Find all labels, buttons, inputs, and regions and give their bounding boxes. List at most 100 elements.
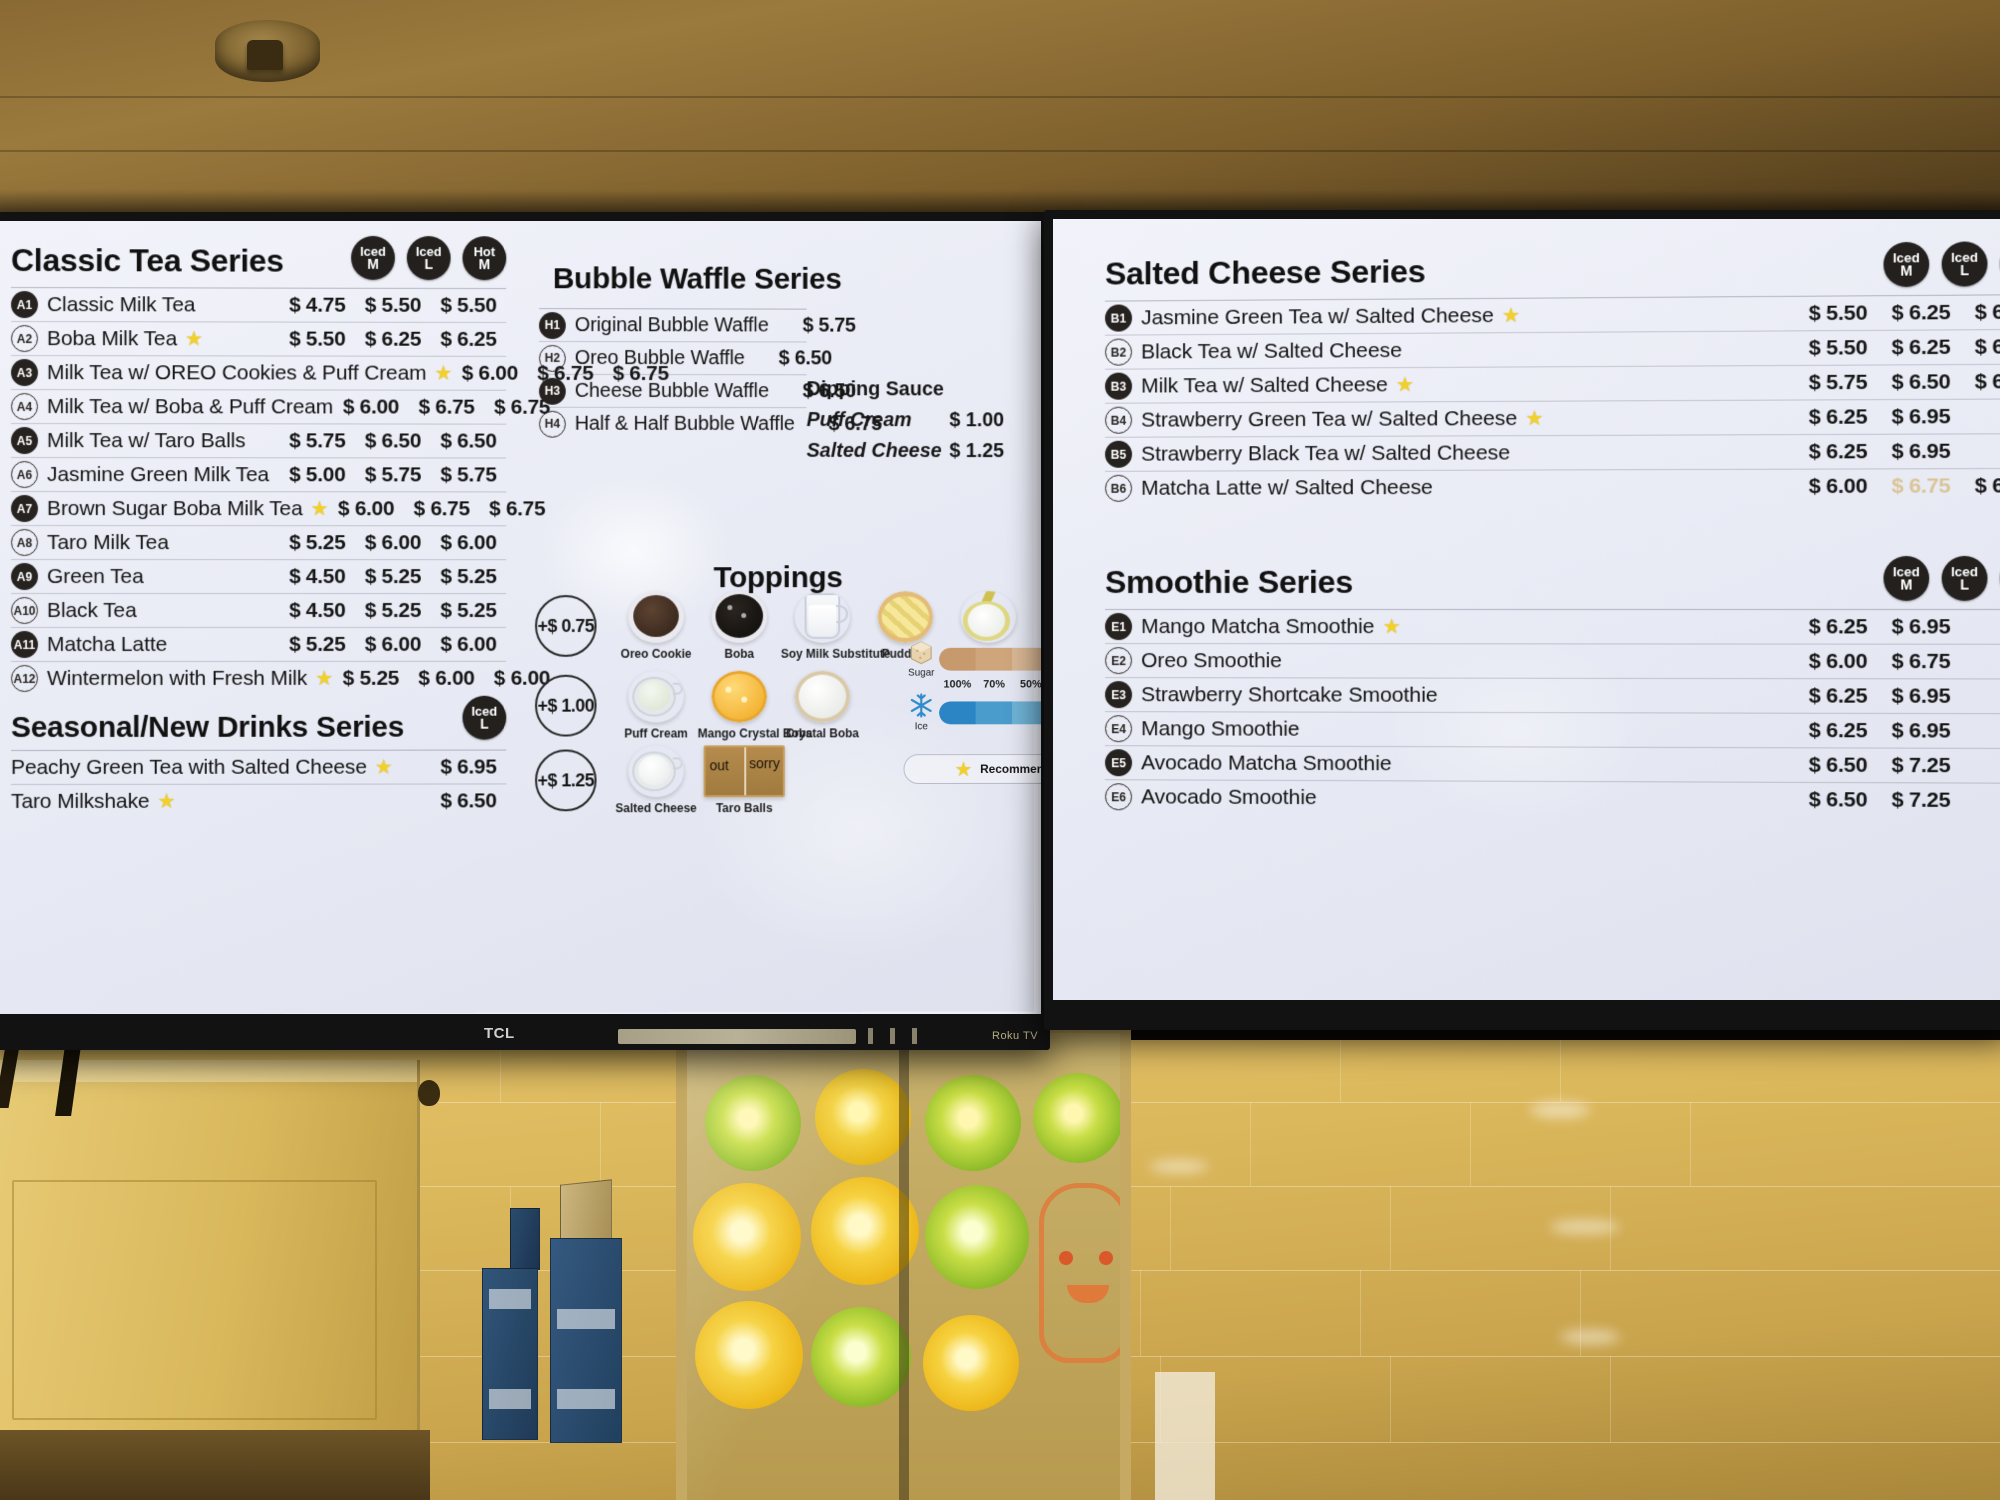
middle-column: Bubble Waffle Series H1 Original Bubble W… bbox=[535, 262, 1041, 815]
ice-level-bar[interactable] bbox=[939, 700, 1041, 724]
menu-row: B2 Black Tea w/ Salted Cheese $ 5.50 $ 6.25… bbox=[1105, 328, 2000, 369]
item-name: Half & Half Bubble Waffle bbox=[574, 412, 795, 435]
item-code-badge: A10 bbox=[10, 597, 38, 624]
size-column-iced-m: Iced M bbox=[1883, 241, 1930, 288]
crystal-boba-bowl-icon bbox=[794, 670, 851, 723]
item-price: $ 6.95 bbox=[1891, 718, 1951, 743]
recommendation-star-icon: ★ bbox=[315, 667, 334, 690]
item-code-badge: A5 bbox=[10, 427, 38, 455]
menu-row: A11 Matcha Latte $ 5.25 $ 6.00 $ 6.00 bbox=[10, 626, 507, 661]
toppings-title: Toppings bbox=[713, 561, 843, 595]
item-code-badge: E4 bbox=[1105, 715, 1133, 743]
item-price: $ 6.25 bbox=[1808, 683, 1868, 708]
topping-label: Salted Cheese bbox=[615, 801, 697, 816]
menu-row: E6 Avocado Smoothie $ 6.50 $ 7.25- bbox=[1105, 779, 2000, 818]
lychee-jelly-scoop-icon bbox=[961, 591, 1016, 643]
item-price: $ 6.75 bbox=[489, 496, 546, 520]
sugar-level-segment[interactable] bbox=[1012, 647, 1041, 671]
item-price: $ 6.00 bbox=[1808, 474, 1868, 498]
sugar-ice-level-ticks: 100%70%50%30%0% bbox=[939, 679, 1041, 691]
menu-row: E5 Avocado Matcha Smoothie $ 6.50 $ 7.25- bbox=[1105, 745, 2000, 783]
item-price: $ 6.00 bbox=[364, 632, 422, 656]
dipping-sauce-price: $ 1.25 bbox=[949, 440, 1005, 463]
sugar-level-segment[interactable] bbox=[975, 647, 1013, 671]
ice-level-segment[interactable] bbox=[1012, 700, 1041, 724]
topping-item[interactable]: Crystal Boba bbox=[781, 670, 864, 741]
level-tick-label: 70% bbox=[983, 678, 1005, 691]
item-code-badge: A8 bbox=[10, 529, 38, 557]
menu-row: E1 Mango Matcha Smoothie★ $ 6.25 $ 6.95- bbox=[1105, 608, 2000, 644]
item-price: $ 6.00 bbox=[1808, 649, 1868, 673]
menu-row: A10 Black Tea $ 4.50 $ 5.25 $ 5.25 bbox=[10, 593, 507, 627]
item-price: $ 6.25 bbox=[1808, 439, 1868, 464]
recommendation-star-icon: ★ bbox=[1382, 616, 1401, 639]
item-name: Avocado Smoothie bbox=[1141, 784, 1317, 809]
boba-bowl-icon bbox=[711, 591, 768, 643]
menu-row: H4 Half & Half Bubble Waffle $ 6.75 bbox=[539, 406, 882, 440]
topping-label: Crystal Boba bbox=[785, 726, 860, 741]
topping-item[interactable]: Salted Cheese bbox=[614, 745, 697, 815]
topping-item[interactable]: Oreo Cookie bbox=[614, 591, 697, 661]
item-code-badge: E2 bbox=[1105, 647, 1133, 675]
item-name: Milk Tea w/ OREO Cookies & Puff Cream ★ bbox=[46, 361, 453, 385]
item-price: $ 6.50 bbox=[1974, 369, 2000, 394]
item-price: $ 6.50 bbox=[440, 429, 497, 453]
topping-item[interactable]: Mango Crystal Boba bbox=[697, 670, 813, 741]
menu-row: H1 Original Bubble Waffle $ 5.75 bbox=[539, 308, 856, 342]
topping-item[interactable]: Soy Milk Substitute bbox=[781, 591, 890, 661]
size-letter: M bbox=[367, 255, 379, 272]
size-letter: L bbox=[1960, 261, 1970, 279]
salted-cheese-cup-icon bbox=[628, 745, 684, 797]
sugar-level-segment[interactable] bbox=[939, 647, 976, 671]
sugar-cube-icon: Sugar bbox=[903, 639, 939, 679]
item-price: $ 5.75 bbox=[364, 462, 422, 486]
item-name: Avocado Matcha Smoothie bbox=[1141, 750, 1392, 775]
topping-price-badge: +$ 0.75 bbox=[535, 595, 597, 657]
item-name: Jasmine Green Tea w/ Salted Cheese ★ bbox=[1141, 303, 1521, 330]
counter-top bbox=[0, 1430, 430, 1500]
menu-row: E3 Strawberry Shortcake Smoothie $ 6.25 $ 6… bbox=[1105, 677, 2000, 714]
item-name: Oreo Smoothie bbox=[1141, 648, 1282, 672]
ceiling bbox=[0, 0, 2000, 230]
item-price: $ 5.75 bbox=[1808, 370, 1868, 394]
item-price: $ 6.75 bbox=[1891, 649, 1951, 673]
dipping-sauce-name: Salted Cheese bbox=[806, 439, 942, 462]
menu-row: B3 Milk Tea w/ Salted Cheese ★ $ 5.75 $ 6.50… bbox=[1105, 363, 2000, 403]
menu-row: E4 Mango Smoothie $ 6.25 $ 6.95- bbox=[1105, 711, 2000, 749]
supply-box bbox=[482, 1268, 538, 1440]
classic-tea-title: Classic Tea Series bbox=[10, 242, 284, 279]
recommendation-star-icon: ★ bbox=[1525, 407, 1544, 431]
topping-item[interactable]: Puff Cream bbox=[614, 671, 697, 741]
seasonal-header: Seasonal/New Drinks Series Iced L bbox=[11, 695, 507, 750]
item-price: $ 6.25 bbox=[440, 327, 497, 351]
menu-row: B5 Strawberry Black Tea w/ Salted Cheese $… bbox=[1105, 433, 2000, 471]
item-price: $ 6.25 bbox=[1808, 404, 1868, 429]
supply-box bbox=[550, 1238, 622, 1443]
supply-box bbox=[560, 1179, 612, 1247]
menu-row: A5 Milk Tea w/ Taro Balls $ 5.75 $ 6.50 $ 6.… bbox=[10, 423, 507, 458]
seasonal-list: Peachy Green Tea with Salted Cheese ★ $ 6.… bbox=[10, 749, 507, 818]
ice-level-segment[interactable] bbox=[975, 700, 1013, 724]
sugar-level-bar[interactable] bbox=[939, 647, 1041, 671]
topping-label: Mango Crystal Boba bbox=[697, 726, 813, 741]
topping-item[interactable]: Boba bbox=[698, 591, 781, 661]
size-letter: M bbox=[478, 256, 491, 273]
fridge-glass-door bbox=[687, 1033, 1120, 1500]
size-letter: L bbox=[424, 256, 433, 272]
topping-item[interactable]: out sorry Taro Balls bbox=[698, 745, 791, 815]
item-price: $ 6.25 bbox=[1891, 335, 1951, 359]
ice-level-segment[interactable] bbox=[939, 700, 976, 724]
salted-cheese-list: B1 Jasmine Green Tea w/ Salted Cheese ★ $ 5… bbox=[1105, 294, 2000, 505]
item-name: Cheese Bubble Waffle bbox=[574, 379, 769, 402]
snowflake-icon: Ice bbox=[903, 693, 939, 733]
size-column-iced-l: Iced L bbox=[1941, 241, 1988, 287]
menu-row: A7 Brown Sugar Boba Milk Tea ★ $ 6.00 $ 6.75… bbox=[10, 491, 545, 526]
item-name: Mango Matcha Smoothie ★ bbox=[1141, 615, 1401, 639]
level-tick-label: 100% bbox=[943, 678, 972, 691]
item-code-badge: E5 bbox=[1105, 749, 1133, 777]
item-price: $ 6.25 bbox=[1808, 718, 1868, 742]
item-name: Peachy Green Tea with Salted Cheese ★ bbox=[10, 755, 393, 779]
item-price: $ 5.75 bbox=[289, 428, 346, 452]
